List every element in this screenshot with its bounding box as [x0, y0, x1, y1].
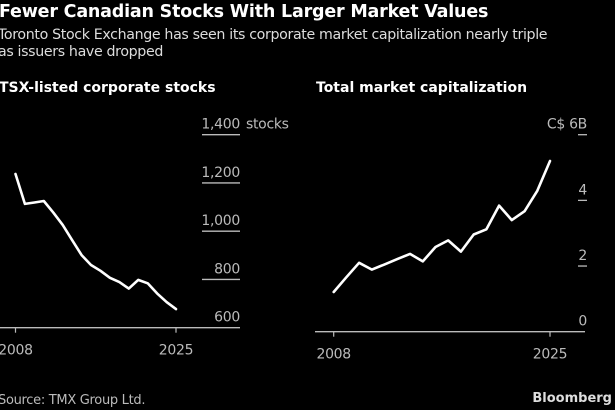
left-chart-title: TSX-listed corporate stocks: [0, 80, 216, 96]
source-note: Source: TMX Group Ltd.: [0, 393, 146, 408]
chart-title: Fewer Canadian Stocks With Larger Market…: [0, 2, 489, 22]
y-tick-label: 1,000: [201, 213, 240, 229]
y-tick-label: 2: [578, 248, 587, 264]
x-tick-label: 2025: [159, 343, 193, 359]
y-tick-label: 0: [578, 314, 587, 330]
y-tick-label: C$ 6B: [547, 117, 587, 133]
right-chart: C$ 6B 4 2 0 2008 2025: [315, 117, 588, 363]
y-tick-label: 1,200: [201, 165, 240, 181]
y-tick-label: 4: [578, 182, 587, 198]
x-tick-label: 2025: [533, 347, 567, 363]
data-line: [332, 159, 552, 294]
x-tick-label: 2008: [0, 343, 33, 359]
subtitle-line-2: as issuers have dropped: [0, 44, 163, 60]
y-tick-label: 800: [214, 261, 240, 277]
right-chart-title: Total market capitalization: [316, 80, 528, 96]
x-tick-label: 2008: [316, 347, 350, 363]
subtitle-line-1: Toronto Stock Exchange has seen its corp…: [0, 27, 548, 43]
y-tick-label: 1,400: [201, 117, 240, 133]
bloomberg-logo: Bloomberg: [532, 391, 612, 406]
y-tick-label: 600: [214, 310, 240, 326]
y-unit-label: stocks: [246, 117, 289, 133]
left-chart: 1,400 1,200 1,000 800 600 stocks 2008 2025: [0, 117, 289, 359]
data-line: [14, 172, 178, 311]
